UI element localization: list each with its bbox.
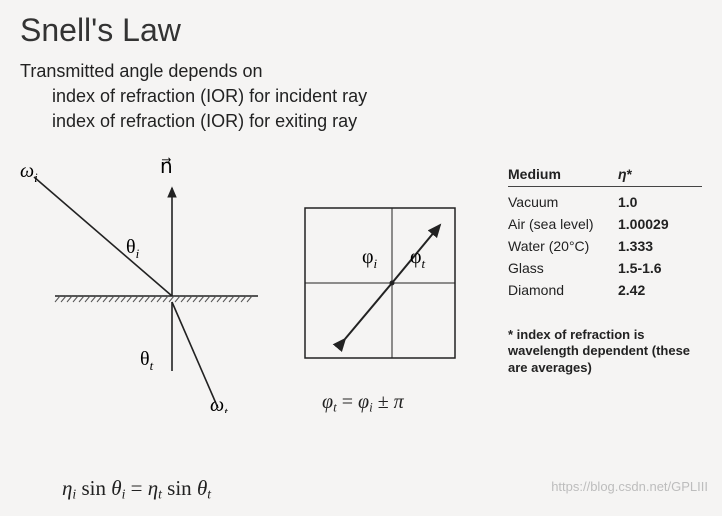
table-footnote: * index of refraction is wavelength depe… (508, 327, 702, 378)
surface-hatch (55, 296, 258, 302)
table-row: Water (20°C) 1.333 (508, 235, 702, 257)
ior-table: Medium η* Vacuum 1.0 Air (sea level) 1.0… (508, 163, 702, 378)
arrow-in (345, 283, 392, 339)
incident-ray (34, 177, 172, 296)
cell-eta: 1.333 (618, 238, 688, 254)
azimuth-equation: φt = φi ± π (322, 391, 404, 415)
subtitle-line3: index of refraction (IOR) for exiting ra… (20, 109, 702, 134)
page-title: Snell's Law (20, 12, 702, 49)
table-row: Glass 1.5-1.6 (508, 257, 702, 279)
label-theta-i: θi (126, 236, 140, 261)
refraction-svg: ωi n⃗ θi θt ωt (20, 153, 260, 413)
refraction-diagram: ωi n⃗ θi θt ωt (20, 153, 260, 433)
cell-medium: Air (sea level) (508, 216, 618, 232)
cell-eta: 1.5-1.6 (618, 260, 688, 276)
cell-medium: Glass (508, 260, 618, 276)
table-row: Vacuum 1.0 (508, 191, 702, 213)
cell-medium: Diamond (508, 282, 618, 298)
table-header: Medium η* (508, 163, 702, 187)
subtitle-block: Transmitted angle depends on index of re… (20, 59, 702, 135)
label-n: n⃗ (160, 156, 173, 178)
diagram-row: ωi n⃗ θi θt ωt φi φt φt = φi ± π (20, 153, 702, 433)
label-phi-i: φi (362, 246, 378, 271)
cell-medium: Water (20°C) (508, 238, 618, 254)
cell-eta: 1.0 (618, 194, 688, 210)
subtitle-line2: index of refraction (IOR) for incident r… (20, 84, 702, 109)
label-phi-t: φt (410, 246, 426, 271)
table-row: Air (sea level) 1.00029 (508, 213, 702, 235)
label-theta-t: θt (140, 348, 154, 373)
subtitle-line1: Transmitted angle depends on (20, 61, 263, 81)
th-eta: η* (618, 166, 688, 182)
cell-eta: 2.42 (618, 282, 688, 298)
cell-medium: Vacuum (508, 194, 618, 210)
label-wt: ωt (210, 394, 228, 413)
cell-eta: 1.00029 (618, 216, 688, 232)
watermark: https://blog.csdn.net/GPLIII (551, 479, 708, 494)
snell-equation: ηi sin θi = ηt sin θt (62, 476, 211, 502)
th-medium: Medium (508, 166, 618, 182)
azimuth-svg: φi φt (290, 193, 470, 393)
table-row: Diamond 2.42 (508, 279, 702, 301)
center-dot (390, 280, 395, 285)
transmitted-ray (172, 302, 218, 408)
azimuth-diagram: φi φt φt = φi ± π (290, 193, 470, 433)
label-wi: ωi (20, 160, 38, 185)
